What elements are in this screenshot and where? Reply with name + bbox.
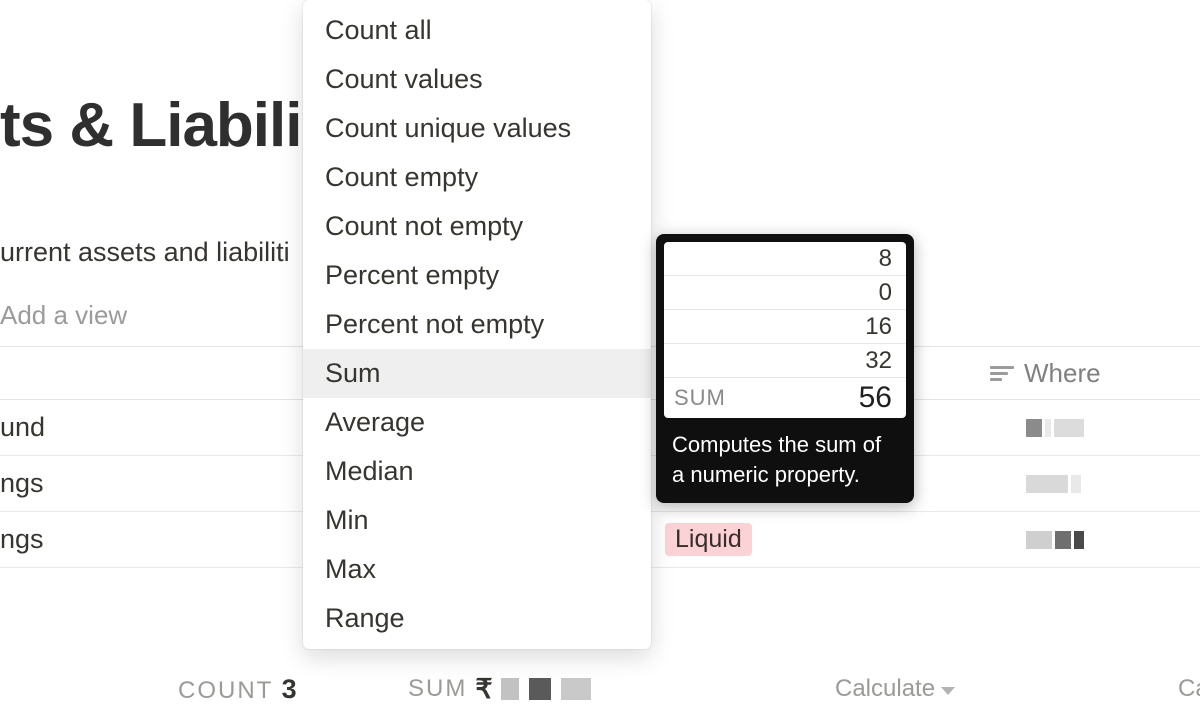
where-value-redacted bbox=[1026, 419, 1084, 437]
footer-calculate-button-2[interactable]: Ca bbox=[1178, 675, 1200, 703]
column-header-where-label: Where bbox=[1024, 358, 1101, 389]
footer-count-label: COUNT bbox=[178, 677, 273, 704]
cell-where[interactable] bbox=[980, 531, 1200, 549]
sum-sample-total-value: 56 bbox=[859, 381, 892, 415]
where-value-redacted bbox=[1026, 475, 1081, 493]
footer-count[interactable]: COUNT 3 bbox=[178, 674, 297, 705]
footer-sum-currency: ₹ bbox=[475, 674, 492, 705]
aggregate-option-average[interactable]: Average bbox=[303, 398, 651, 447]
table-footer: COUNT 3 SUM ₹ Calculate Ca bbox=[0, 662, 1200, 716]
sum-tooltip-sample-table: 8 0 16 32 SUM 56 bbox=[664, 242, 906, 418]
aggregate-option-count-unique-values[interactable]: Count unique values bbox=[303, 104, 651, 153]
aggregate-option-range[interactable]: Range bbox=[303, 594, 651, 643]
footer-count-value: 3 bbox=[282, 674, 297, 704]
cell-type[interactable]: Liquid bbox=[655, 523, 980, 556]
page-subtitle: urrent assets and liabiliti bbox=[0, 237, 290, 268]
sum-sample-total-label: SUM bbox=[674, 385, 726, 411]
footer-calculate-label: Calculate bbox=[835, 675, 935, 703]
text-property-icon bbox=[990, 366, 1014, 381]
footer-sum-value-redacted bbox=[501, 678, 591, 700]
sum-sample-row: 32 bbox=[664, 344, 906, 378]
aggregate-option-count-empty[interactable]: Count empty bbox=[303, 153, 651, 202]
aggregate-option-sum[interactable]: Sum bbox=[303, 349, 651, 398]
aggregate-option-percent-not-empty[interactable]: Percent not empty bbox=[303, 300, 651, 349]
sum-sample-row: 0 bbox=[664, 276, 906, 310]
sum-sample-total-row: SUM 56 bbox=[664, 378, 906, 418]
page-title: ts & Liabili bbox=[0, 90, 301, 161]
footer-sum[interactable]: SUM ₹ bbox=[408, 674, 591, 705]
chevron-down-icon bbox=[941, 687, 955, 695]
where-value-redacted bbox=[1026, 531, 1084, 549]
aggregate-option-max[interactable]: Max bbox=[303, 545, 651, 594]
footer-calculate-label-2: Ca bbox=[1178, 675, 1200, 702]
aggregate-option-median[interactable]: Median bbox=[303, 447, 651, 496]
sum-sample-row: 16 bbox=[664, 310, 906, 344]
aggregate-option-percent-empty[interactable]: Percent empty bbox=[303, 251, 651, 300]
aggregate-option-count-not-empty[interactable]: Count not empty bbox=[303, 202, 651, 251]
aggregate-option-count-all[interactable]: Count all bbox=[303, 6, 651, 55]
add-view-button[interactable]: Add a view bbox=[0, 300, 127, 331]
sum-sample-row: 8 bbox=[664, 242, 906, 276]
type-tag: Liquid bbox=[665, 523, 752, 556]
footer-calculate-button[interactable]: Calculate bbox=[835, 675, 955, 703]
aggregate-option-min[interactable]: Min bbox=[303, 496, 651, 545]
footer-sum-label: SUM bbox=[408, 675, 467, 703]
aggregate-function-menu: Count allCount valuesCount unique values… bbox=[303, 0, 651, 649]
sum-tooltip-popover: 8 0 16 32 SUM 56 Computes the sum of a n… bbox=[656, 234, 914, 503]
sum-tooltip-description: Computes the sum of a numeric property. bbox=[664, 418, 906, 495]
cell-where[interactable] bbox=[980, 419, 1200, 437]
aggregate-option-count-values[interactable]: Count values bbox=[303, 55, 651, 104]
column-header-where[interactable]: Where bbox=[980, 358, 1200, 389]
cell-where[interactable] bbox=[980, 475, 1200, 493]
